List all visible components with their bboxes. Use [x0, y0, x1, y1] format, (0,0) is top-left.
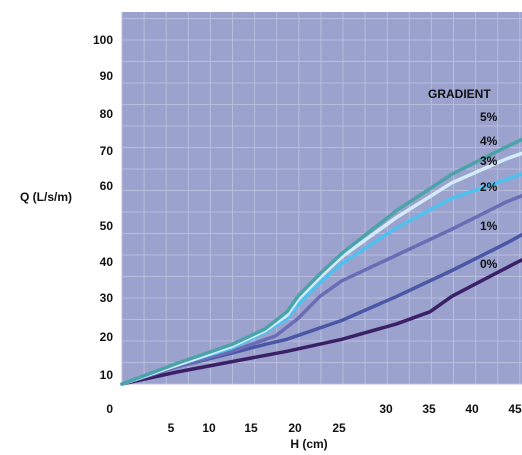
y-tick-label: 70	[100, 144, 114, 158]
y-tick-label: 40	[100, 255, 114, 269]
series-line-5pct	[120, 137, 522, 386]
y-axis-title: Q (L/s/m)	[20, 190, 72, 204]
y-tick-label: 50	[100, 219, 114, 233]
legend-title: GRADIENT	[428, 87, 491, 101]
x-tick-label: 35	[422, 402, 436, 416]
series-line-2pct	[120, 193, 522, 386]
y-tick-label: 60	[100, 179, 114, 193]
x-tick-label: 30	[379, 402, 393, 416]
y-tick-label: 10	[100, 368, 114, 382]
legend-label-3pct: 3%	[480, 154, 498, 168]
y-tick-label: 20	[100, 330, 114, 344]
x-tick-label: 20	[288, 421, 302, 435]
legend-label-5pct: 5%	[480, 110, 498, 124]
x-tick-label: 40	[465, 402, 479, 416]
y-tick-label: 30	[100, 291, 114, 305]
x-tick-label: 15	[244, 421, 258, 435]
y-tick-label: 80	[100, 107, 114, 121]
x-tick-label: 45	[508, 402, 522, 416]
legend-label-4pct: 4%	[480, 134, 498, 148]
legend-label-2pct: 2%	[480, 180, 498, 194]
legend-label-1pct: 1%	[480, 219, 498, 233]
series-line-0pct	[120, 257, 522, 386]
y-tick-label: 100	[93, 33, 113, 47]
x-tick-label: 10	[202, 421, 216, 435]
x-axis-title: H (cm)	[290, 437, 327, 451]
y-tick-label: 90	[100, 69, 114, 83]
x-tick-label: 5	[168, 421, 175, 435]
legend-label-0pct: 0%	[480, 257, 498, 271]
y-tick-label: 0	[106, 402, 113, 416]
x-tick-label: 25	[332, 421, 346, 435]
